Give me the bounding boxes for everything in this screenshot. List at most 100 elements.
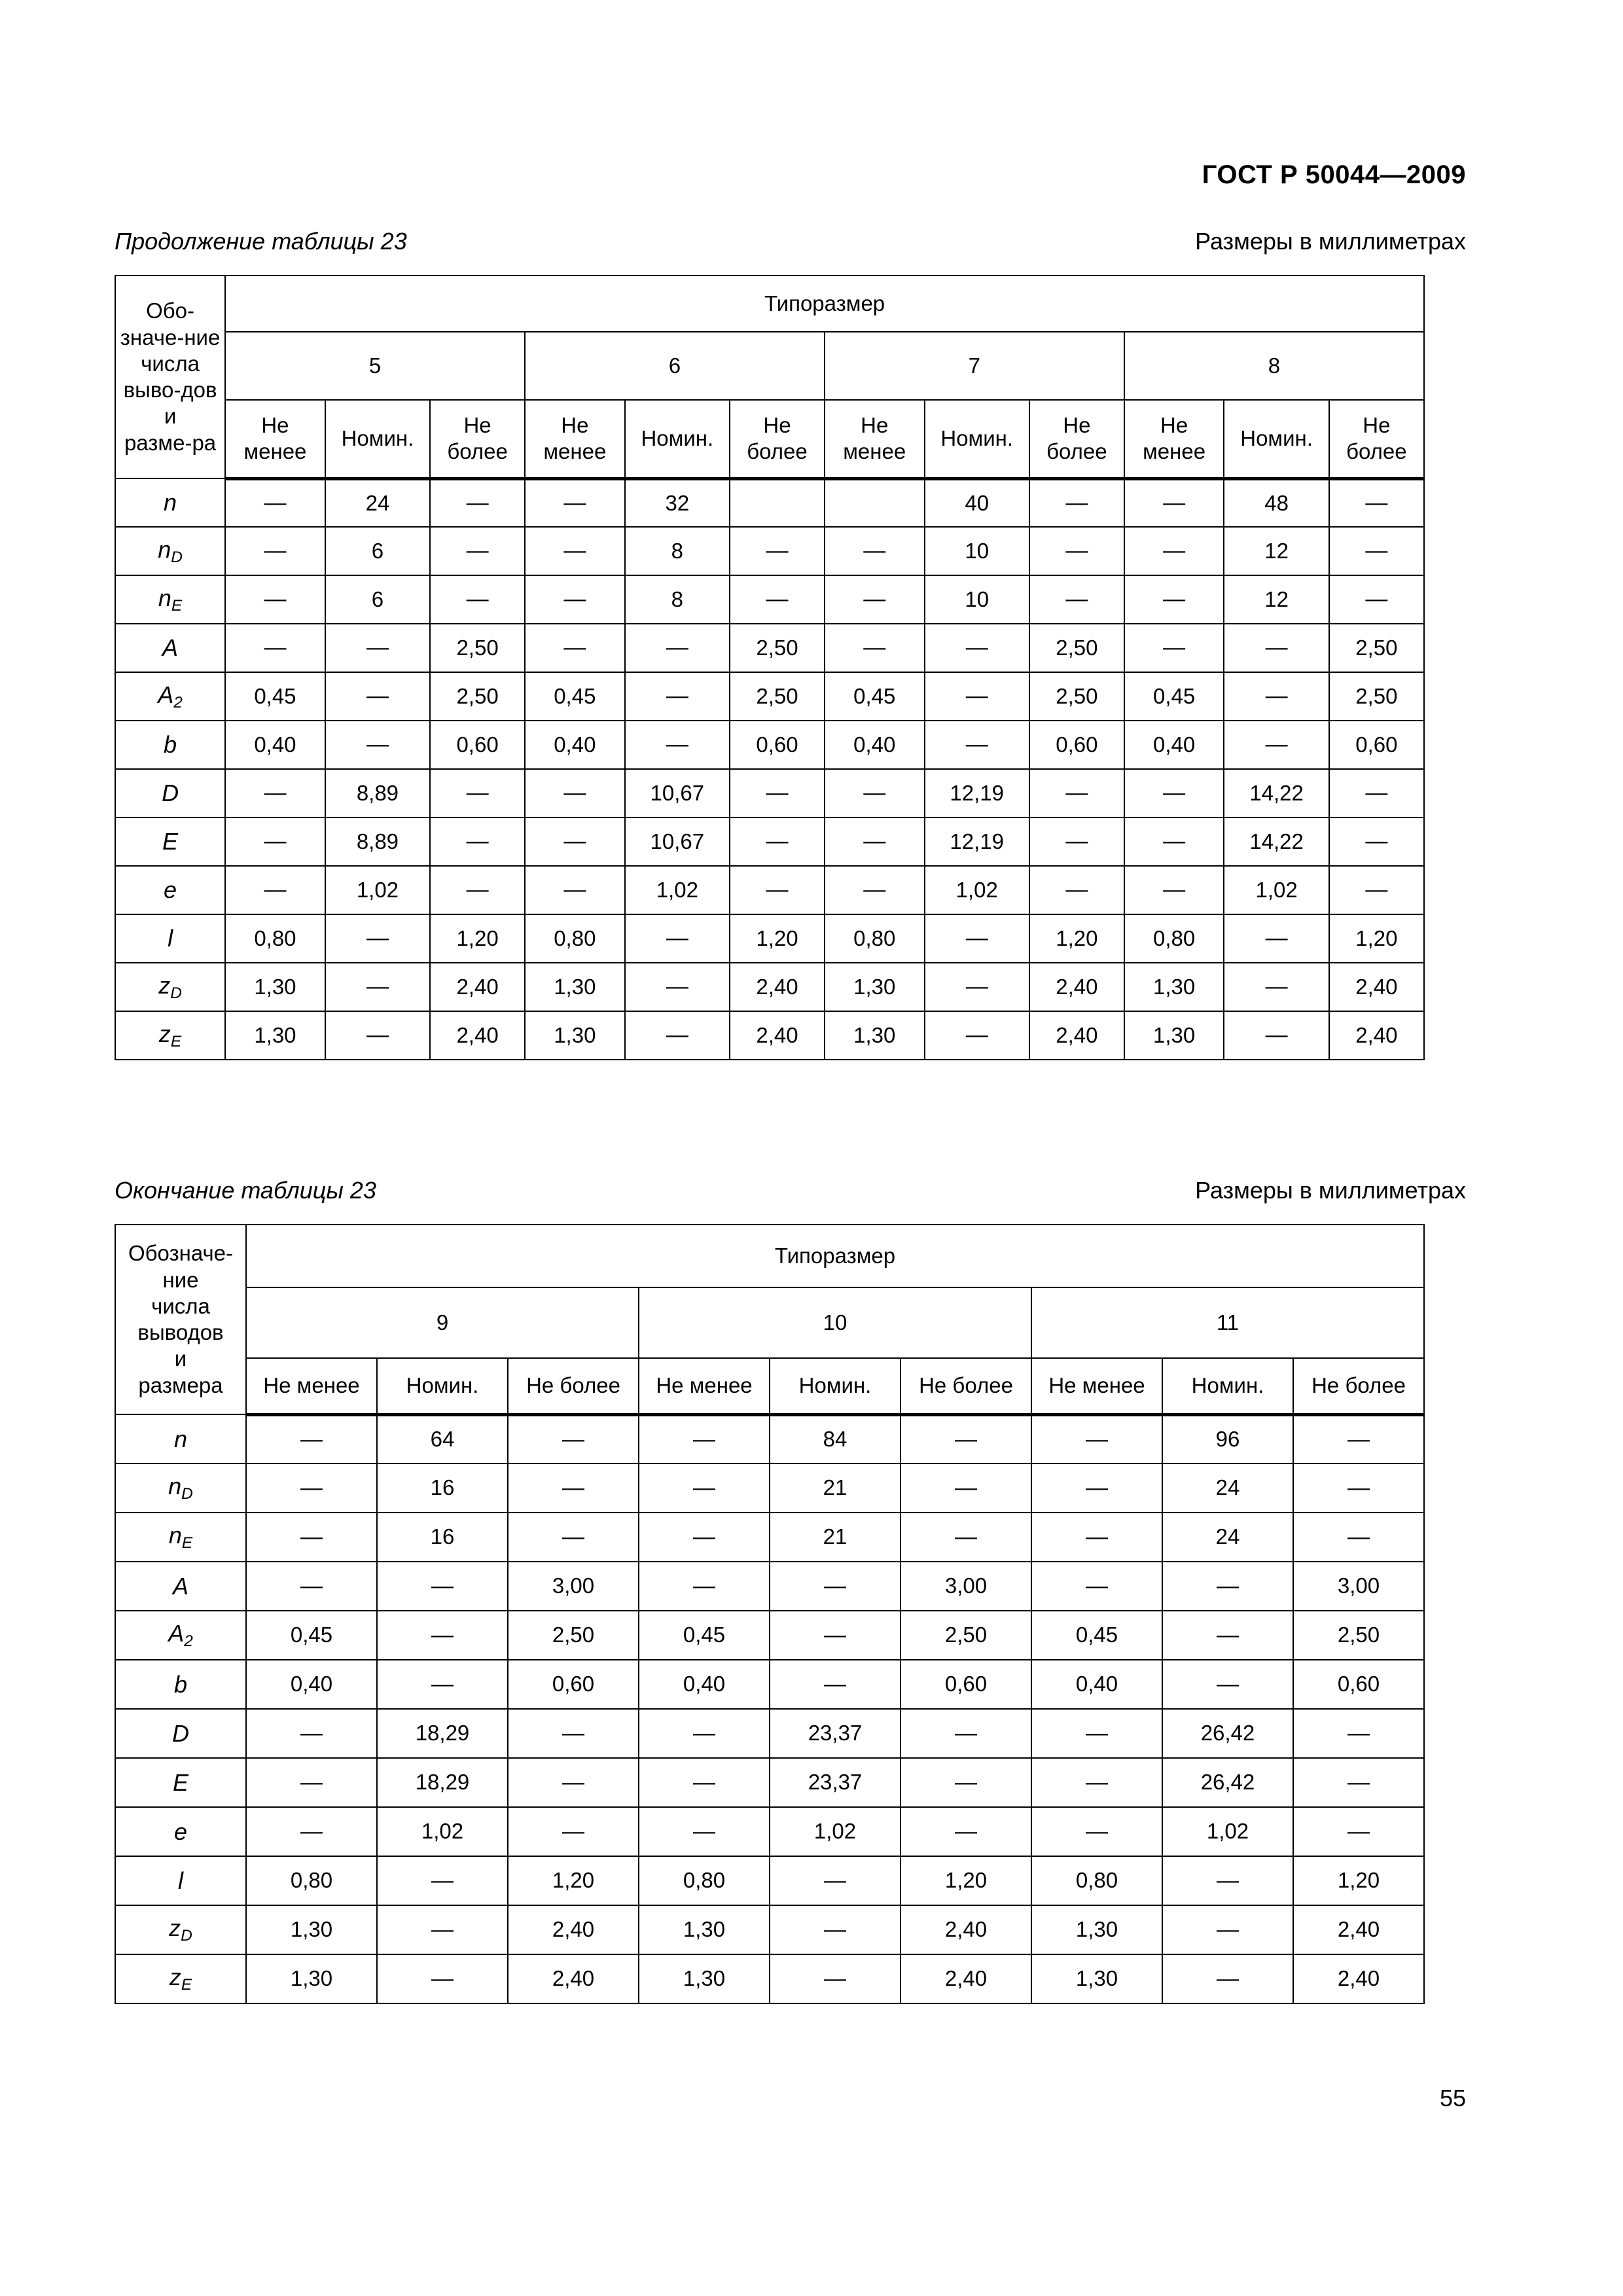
table-cell: 1,30 xyxy=(524,1011,626,1060)
table-cell: — xyxy=(1328,478,1425,528)
table-cell: — xyxy=(729,526,825,576)
table-row: l 0,80—1,20 0,80—1,20 0,80—1,20 xyxy=(115,1856,1425,1906)
em-dash-placeholder: — xyxy=(1365,877,1388,903)
em-dash-placeholder: — xyxy=(1365,829,1388,854)
table-cell: 10 xyxy=(923,526,1030,576)
table-2-ending-label: Окончание таблицы 23 xyxy=(115,1177,376,1204)
em-dash-placeholder: — xyxy=(965,683,988,709)
table-cell: 21 xyxy=(769,1463,901,1513)
table-cell: 12 xyxy=(1223,526,1330,576)
table-row: A2 0,45—2,50 0,45—2,50 0,45—2,50 0,45—2,50 xyxy=(114,672,1425,721)
em-dash-placeholder: — xyxy=(366,974,389,999)
em-dash-placeholder: — xyxy=(824,1671,846,1696)
row-label-l: l xyxy=(114,914,226,963)
em-dash-placeholder: — xyxy=(466,586,489,612)
table-cell: — xyxy=(376,1659,508,1710)
table-row: nD — 16 — — 21 — — 24 — xyxy=(115,1463,1425,1513)
em-dash-placeholder: — xyxy=(955,1769,977,1795)
table-cell: 2,40 xyxy=(1328,1011,1425,1060)
table-cell: — xyxy=(638,1708,770,1759)
table-cell: — xyxy=(624,1011,731,1060)
table-cell: 10 xyxy=(923,575,1030,624)
table-cell: — xyxy=(923,672,1030,721)
table-cell: — xyxy=(769,1610,901,1660)
table-cell: — xyxy=(324,962,431,1012)
table-cell: 32 xyxy=(624,478,731,528)
row-label-zD: zD xyxy=(114,962,226,1012)
column-subheader: Не более xyxy=(900,1357,1032,1416)
column-subheader: Номин. xyxy=(923,399,1030,480)
table-row: e — 1,02 — — 1,02 — — 1,02 — — 1,02 — xyxy=(114,865,1425,915)
table-cell: — xyxy=(624,914,731,963)
em-dash-placeholder: — xyxy=(466,780,489,806)
em-dash-placeholder: — xyxy=(563,586,586,612)
table-cell: — xyxy=(923,1011,1030,1060)
em-dash-placeholder: — xyxy=(366,1022,389,1048)
size-header-7: 7 xyxy=(823,331,1125,401)
row-label-A2: A2 xyxy=(115,1610,247,1660)
table-cell: 0,45 xyxy=(638,1610,770,1660)
table-cell: — xyxy=(1031,1561,1163,1611)
table-cell: 10,67 xyxy=(624,768,731,818)
table-row: b 0,40—0,60 0,40—0,60 0,40—0,60 0,40—0,60 xyxy=(114,720,1425,770)
table-cell: — xyxy=(638,1463,770,1513)
em-dash-placeholder: — xyxy=(766,877,789,903)
table-cell: 21 xyxy=(769,1512,901,1562)
column-subheader: Не менее xyxy=(823,399,925,480)
table-cell: — xyxy=(900,1806,1032,1857)
table-cell: — xyxy=(638,1806,770,1857)
table-row: n — 24 — — 32 40 — — 48 — xyxy=(114,478,1425,528)
table-cell: 96 xyxy=(1162,1414,1294,1464)
table-23-continuation: Обо-значе-ние числа выво-дов и разме-ра Типо… xyxy=(114,275,1425,1060)
em-dash-placeholder: — xyxy=(693,1524,715,1549)
em-dash-placeholder: — xyxy=(431,1671,454,1696)
table-cell: 2,50 xyxy=(1328,672,1425,721)
table-cell: 1,02 xyxy=(1162,1806,1294,1857)
table-cell: 1,20 xyxy=(900,1856,1032,1906)
row-label-n: n xyxy=(115,1414,247,1464)
table-cell: 0,40 xyxy=(524,720,626,770)
table-cell: 0,80 xyxy=(524,914,626,963)
table-1-caption: Продолжение таблицы 23 Размеры в миллиме… xyxy=(115,228,1466,255)
row-label-nD: nD xyxy=(115,1463,247,1513)
column-subheader: Не менее xyxy=(638,1357,770,1416)
table-cell: 1,02 xyxy=(769,1806,901,1857)
table-cell: 14,22 xyxy=(1223,768,1330,818)
em-dash-placeholder: — xyxy=(562,1426,584,1452)
table-cell: 1,30 xyxy=(1031,1954,1163,2004)
column-subheader: Не более xyxy=(429,399,526,480)
em-dash-placeholder: — xyxy=(824,1573,846,1598)
em-dash-placeholder: — xyxy=(955,1475,977,1500)
em-dash-placeholder: — xyxy=(1365,780,1388,806)
table-cell: — xyxy=(729,575,825,624)
table-cell: 2,40 xyxy=(507,1905,639,1955)
table-cell: — xyxy=(729,865,825,915)
table-cell: 16 xyxy=(376,1512,508,1562)
table-cell: 1,02 xyxy=(376,1806,508,1857)
table-cell: — xyxy=(1028,575,1125,624)
table-cell: — xyxy=(1328,768,1425,818)
table-cell: — xyxy=(245,1414,378,1464)
em-dash-placeholder: — xyxy=(563,829,586,854)
size-header-11: 11 xyxy=(1030,1287,1425,1359)
em-dash-placeholder: — xyxy=(431,1965,454,1991)
table-cell: — xyxy=(245,1708,378,1759)
table-cell: — xyxy=(1123,478,1225,528)
em-dash-placeholder: — xyxy=(562,1475,584,1500)
table-cell: — xyxy=(524,865,626,915)
em-dash-placeholder: — xyxy=(562,1769,584,1795)
table-cell: — xyxy=(1292,1806,1425,1857)
em-dash-placeholder: — xyxy=(1163,490,1186,516)
table-cell: 1,30 xyxy=(823,962,925,1012)
table-cell: — xyxy=(624,672,731,721)
table-cell: 2,40 xyxy=(729,962,825,1012)
table-cell: 24 xyxy=(1162,1463,1294,1513)
em-dash-placeholder: — xyxy=(1065,829,1088,854)
table-cell: 2,50 xyxy=(1292,1610,1425,1660)
table-cell: — xyxy=(1031,1806,1163,1857)
table-row: A2 0,45—2,50 0,45—2,50 0,45—2,50 xyxy=(115,1610,1425,1660)
row-label-b: b xyxy=(114,720,226,770)
table-cell: 0,60 xyxy=(900,1659,1032,1710)
table-cell: 2,50 xyxy=(729,623,825,673)
table-cell: — xyxy=(245,1463,378,1513)
